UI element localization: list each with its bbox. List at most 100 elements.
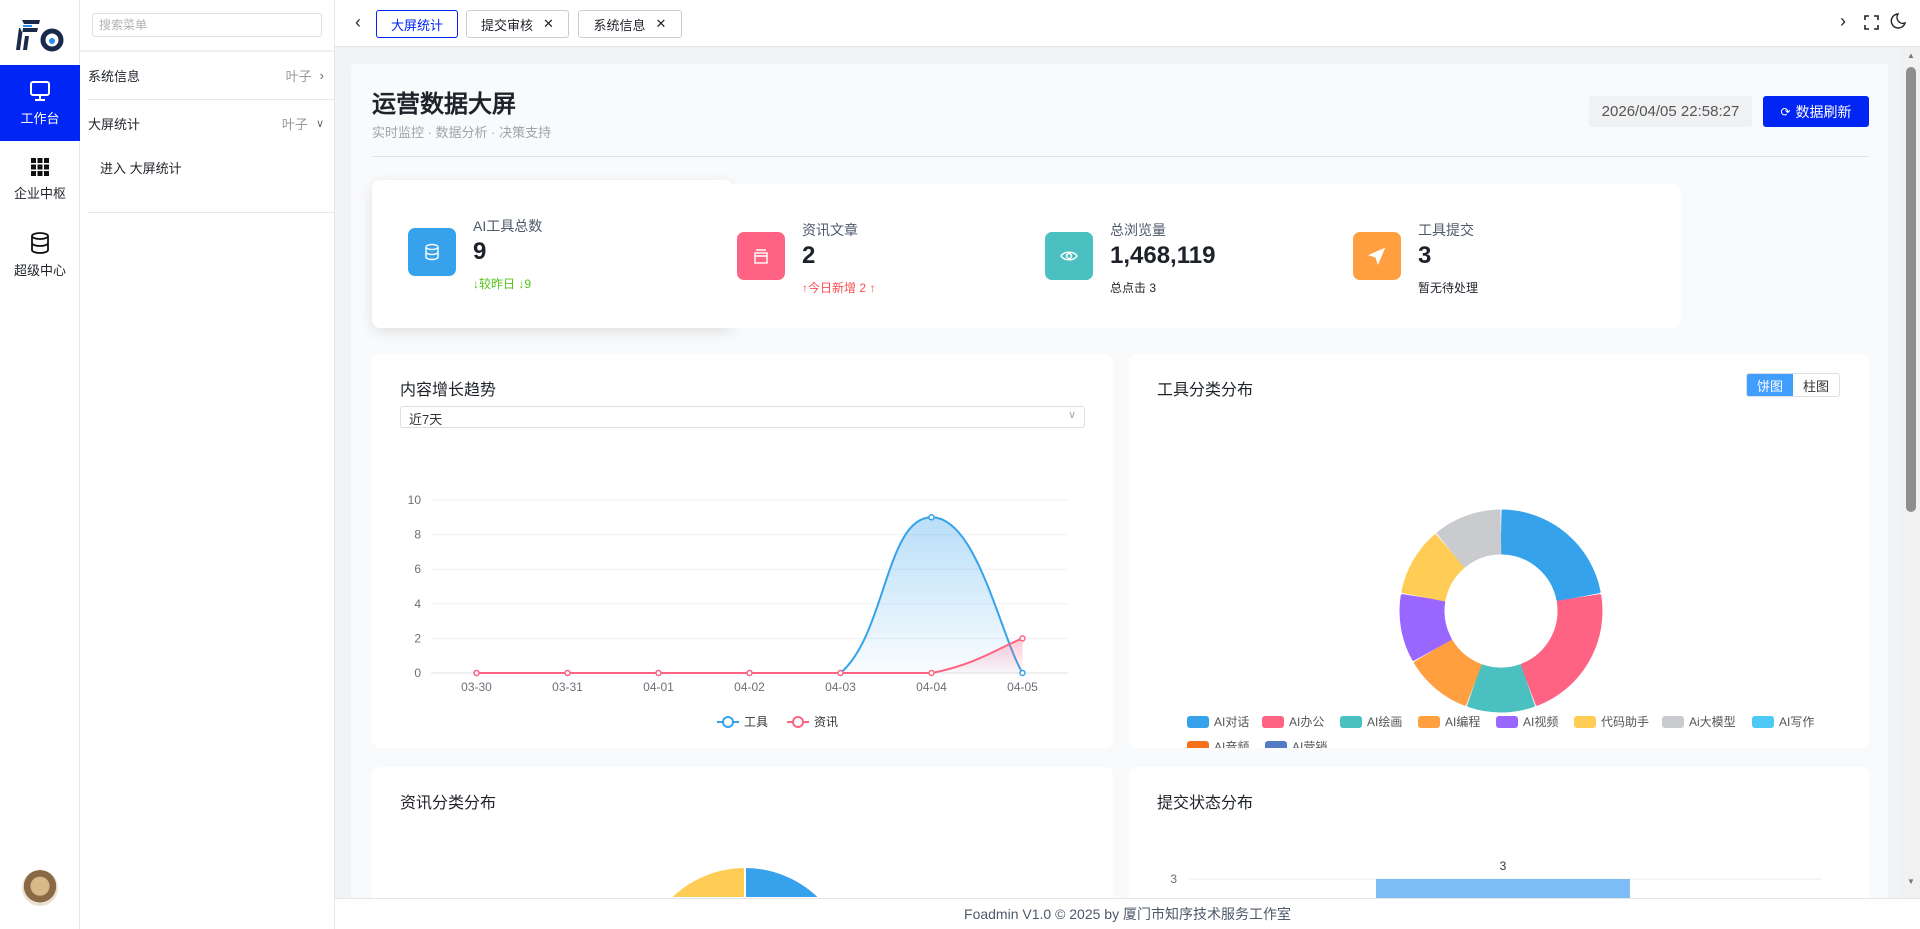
data-point — [837, 669, 844, 677]
grid-icon — [31, 157, 49, 176]
card-title: 资讯分类分布 — [400, 795, 497, 812]
submenu-child-enter-dashboard[interactable]: 进入 大屏统计 — [100, 157, 324, 177]
legend-swatch — [1265, 741, 1287, 748]
donut-slice — [1467, 664, 1535, 713]
tabs-scroll-left-icon[interactable]: ‹ — [355, 12, 361, 32]
legend-label: Ai大模型 — [1689, 715, 1736, 729]
legend-label: AI营销 — [1292, 740, 1327, 748]
data-point — [1019, 635, 1026, 642]
rail-label: 工作台 — [20, 110, 60, 126]
tab-label: 提交审核 — [481, 17, 534, 33]
tab-dashboard[interactable]: 大屏统计 — [376, 10, 458, 38]
stat-value: 9 — [473, 238, 487, 265]
current-datetime: 2026/04/05 22:58:27 — [1589, 96, 1752, 127]
scrollbar-thumb[interactable] — [1906, 67, 1916, 512]
legend-swatch — [1574, 716, 1596, 728]
stat-subtext: 总点击 3 — [1110, 281, 1157, 295]
submenu-child-label: 进入 大屏统计 — [100, 160, 182, 176]
range-select[interactable]: 近7天 ∨ — [400, 406, 1085, 428]
submenu-item-dashboard[interactable]: 大屏统计 叶子 ∨ — [88, 113, 324, 133]
stat-subtext: 暂无待处理 — [1418, 281, 1479, 295]
y-tick-label: 10 — [408, 493, 422, 507]
tool-category-card: 工具分类分布 饼图 柱图 AI对话 AI办公 AI绘画 AI编程 AI视频 代码助手 Ai大… — [1129, 354, 1869, 748]
close-icon[interactable]: ✕ — [543, 16, 554, 31]
toggle-bar-button[interactable]: 柱图 — [1802, 378, 1829, 394]
fullscreen-icon[interactable] — [1864, 15, 1879, 30]
close-icon[interactable]: ✕ — [655, 16, 667, 31]
logo — [16, 20, 64, 52]
x-tick-label: 03-31 — [552, 680, 583, 694]
refresh-icon: ⟳ — [1780, 104, 1791, 119]
legend-swatch — [1340, 716, 1362, 728]
header-divider — [372, 156, 1869, 157]
data-point — [746, 669, 753, 677]
legend-marker — [722, 716, 734, 728]
tool-donut-chart: AI对话 AI办公 AI绘画 AI编程 AI视频 代码助手 Ai大模型 AI写作 AI音频 AI营… — [1187, 509, 1814, 748]
y-tick-label: 6 — [414, 562, 421, 576]
x-tick-label: 04-04 — [916, 680, 947, 694]
x-tick-label: 04-02 — [734, 680, 765, 694]
pie-slice — [668, 865, 746, 898]
rail-item-enterprise[interactable]: 企业中枢 — [0, 141, 80, 217]
donut-slice — [1500, 509, 1601, 602]
pie-slice — [744, 865, 822, 898]
refresh-data-button[interactable]: ⟳ 数据刷新 — [1763, 96, 1869, 127]
scroll-down-icon[interactable]: ▼ — [1907, 877, 1915, 886]
submenu-item-system-info[interactable]: 系统信息 叶子 › — [88, 65, 324, 85]
data-point — [473, 669, 480, 677]
x-tick-label: 04-03 — [825, 680, 856, 694]
legend-marker — [792, 716, 804, 728]
donut-slice — [1413, 639, 1482, 706]
data-point — [928, 514, 935, 521]
news-category-card: 资讯分类分布 — [372, 767, 1113, 898]
rail-label: 企业中枢 — [13, 185, 66, 201]
legend-swatch — [1262, 716, 1284, 728]
donut-slice — [1401, 534, 1465, 602]
x-tick-label: 04-01 — [643, 680, 674, 694]
dark-mode-moon-icon[interactable] — [1889, 13, 1906, 30]
tab-label: 系统信息 — [593, 17, 646, 33]
y-tick-label: 8 — [414, 528, 421, 542]
monitor-icon — [30, 80, 50, 101]
icon-rail: 工作台 企业中枢 超级中心 — [0, 0, 80, 929]
chevron-down-icon: ∨ — [315, 117, 324, 130]
main-content: 运营数据大屏 实时监控 · 数据分析 · 决策支持 2026/04/05 22:… — [335, 47, 1902, 898]
dashboard-panel: 运营数据大屏 实时监控 · 数据分析 · 决策支持 2026/04/05 22:… — [351, 64, 1888, 898]
scroll-up-icon[interactable]: ▲ — [1907, 51, 1915, 60]
donut-slice — [1520, 594, 1603, 706]
footer: Foadmin V1.0 © 2025 by 厦门市知序技术服务工作室 — [335, 898, 1920, 929]
donut-slice — [1399, 594, 1452, 661]
legend-label: AI音频 — [1214, 739, 1249, 748]
submenu-label: 系统信息 — [88, 68, 141, 84]
tabs-scroll-right-icon[interactable]: › — [1840, 11, 1846, 31]
avatar[interactable] — [22, 870, 58, 906]
chevron-down-icon: ∨ — [1067, 409, 1076, 421]
stat-subtext: ↑今日新增 2 ↑ — [802, 281, 876, 295]
submenu-tag: 叶子 — [285, 68, 312, 84]
series-area — [476, 638, 1023, 673]
rail-item-workbench[interactable]: 工作台 — [0, 65, 80, 141]
y-tick-label: 4 — [414, 597, 421, 611]
stat-label: AI工具总数 — [473, 218, 543, 234]
stat-label: 总浏览量 — [1110, 222, 1166, 238]
tab-system-info[interactable]: 系统信息 ✕ — [578, 10, 682, 38]
tab-submit-review[interactable]: 提交审核 ✕ — [466, 10, 569, 38]
submenu-tag: 叶子 — [281, 116, 308, 132]
bar-data-label: 3 — [1500, 859, 1507, 873]
toggle-pie-button[interactable]: 饼图 — [1747, 374, 1793, 396]
legend-label: AI绘画 — [1367, 714, 1402, 729]
chevron-right-icon: › — [319, 67, 324, 83]
legend-label: AI视频 — [1523, 714, 1558, 729]
legend-label: 工具 — [744, 715, 768, 729]
article-icon — [737, 232, 785, 280]
legend-label: AI写作 — [1779, 715, 1814, 729]
legend-label: AI对话 — [1214, 715, 1249, 729]
menu-search-input[interactable] — [92, 13, 322, 37]
rail-label: 超级中心 — [13, 262, 66, 278]
data-point — [928, 669, 935, 677]
stat-value: 2 — [802, 242, 816, 269]
rail-item-super-center[interactable]: 超级中心 — [0, 217, 80, 293]
submit-bar-chart: 33 — [1170, 859, 1822, 898]
scrollbar[interactable]: ▲ ▼ — [1902, 47, 1920, 898]
range-value: 近7天 — [409, 412, 443, 427]
